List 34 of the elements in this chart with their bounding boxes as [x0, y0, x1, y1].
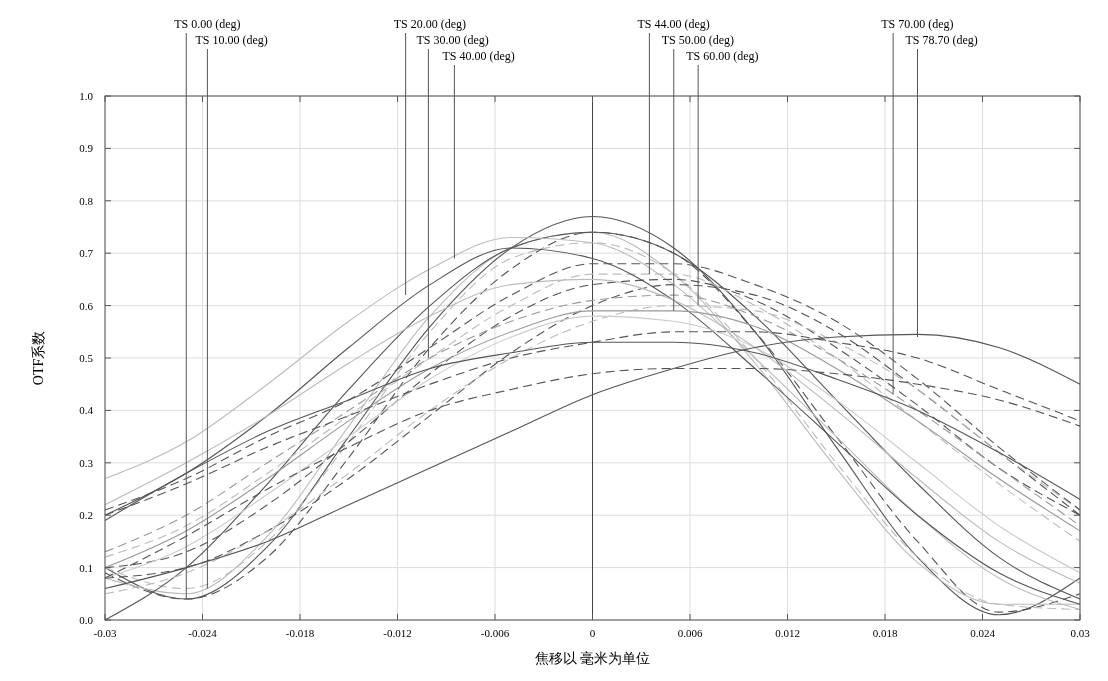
y-tick-label: 0.9: [79, 142, 94, 155]
annotation: TS 40.00 (deg): [442, 49, 515, 63]
x-tick-label: -0.024: [188, 627, 218, 639]
x-tick-label: -0.012: [383, 627, 412, 639]
y-tick-label: 0.6: [79, 299, 94, 312]
x-tick-label: 0.018: [872, 627, 898, 639]
annotation: TS 20.00 (deg): [393, 17, 466, 31]
y-axis-title: OTF系数: [31, 330, 46, 386]
y-tick-label: 0.4: [79, 404, 94, 417]
annotation: TS 30.00 (deg): [416, 33, 489, 47]
x-tick-label: 0.024: [970, 627, 996, 639]
y-tick-label: 0.7: [79, 247, 94, 260]
annotation: TS 50.00 (deg): [661, 33, 735, 47]
x-tick-label: -0.03: [93, 627, 117, 639]
y-tick-label: 0.0: [79, 614, 94, 626]
y-tick-label: 0.3: [79, 456, 94, 469]
y-tick-label: 1.0: [79, 90, 94, 102]
annotation: TS 70.00 (deg): [881, 17, 954, 31]
x-tick-label: 0.03: [1070, 627, 1091, 639]
y-tick-label: 0.8: [79, 194, 94, 207]
x-tick-label: -0.018: [285, 627, 315, 639]
annotation: TS 44.00 (deg): [637, 17, 710, 31]
annotation: TS 0.00 (deg): [174, 17, 241, 31]
x-tick-label: 0: [589, 627, 596, 639]
x-axis-title: 焦移以 毫米为单位: [534, 651, 651, 666]
annotation: TS 10.00 (deg): [195, 33, 268, 47]
x-tick-label: 0.012: [775, 627, 800, 639]
y-tick-label: 0.5: [79, 352, 94, 364]
x-tick-label: -0.006: [480, 627, 510, 639]
y-tick-label: 0.2: [79, 509, 93, 522]
annotation: TS 78.70 (deg): [905, 33, 978, 47]
x-tick-label: 0.006: [677, 627, 703, 639]
y-tick-label: 0.1: [79, 561, 93, 574]
annotation: TS 60.00 (deg): [686, 49, 759, 63]
